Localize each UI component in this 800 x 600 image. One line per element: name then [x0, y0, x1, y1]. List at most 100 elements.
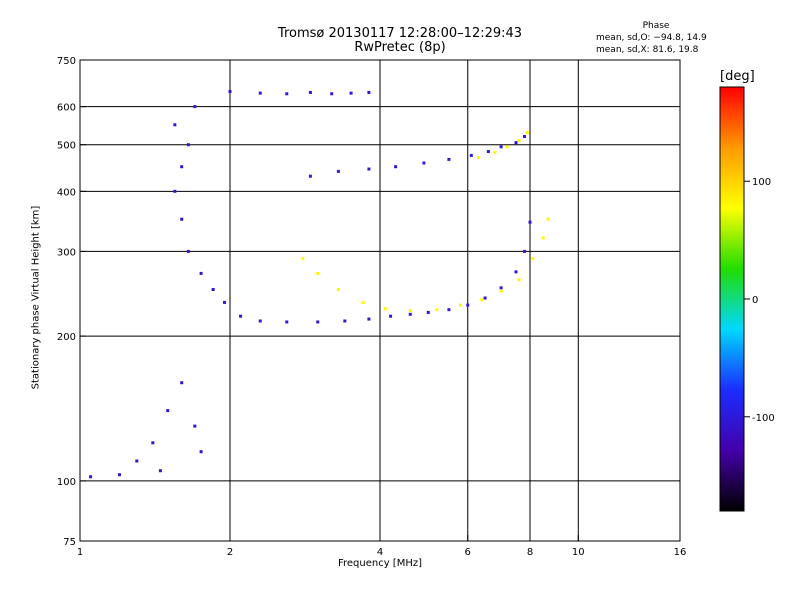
x-tick-label: 1	[77, 547, 83, 558]
data-point	[89, 475, 93, 479]
data-point	[135, 459, 139, 463]
data-point	[193, 424, 197, 428]
data-point	[517, 139, 521, 143]
data-point	[180, 217, 184, 221]
x-tick-label: 10	[572, 547, 585, 558]
x-tick-label: 2	[227, 547, 233, 558]
phase-stats-title: Phase	[642, 21, 670, 31]
data-point	[223, 300, 227, 304]
data-point	[330, 92, 334, 96]
data-point	[301, 256, 305, 260]
data-point	[186, 143, 190, 147]
data-point	[367, 90, 371, 94]
data-point	[285, 92, 289, 96]
data-point	[180, 381, 184, 385]
data-point	[383, 307, 387, 311]
data-point	[499, 289, 503, 293]
data-point	[426, 310, 430, 314]
chart-title: Tromsø 20130117 12:28:00–12:29:43	[277, 26, 523, 41]
y-tick-label: 400	[57, 187, 76, 198]
data-point	[447, 157, 451, 161]
axis-ticks: 1 2 4 6 8 10 16 75 100 200 300 400 500 600 750	[57, 56, 686, 558]
colorbar-tick-label: 0	[752, 295, 758, 306]
chart-subtitle: RwPretec (8p)	[354, 40, 446, 55]
data-point	[228, 90, 232, 94]
data-point	[211, 287, 215, 291]
data-point	[505, 145, 509, 149]
data-point	[336, 287, 340, 291]
data-point	[517, 278, 521, 282]
data-point	[361, 300, 365, 304]
data-point	[193, 105, 197, 109]
data-point	[422, 161, 426, 165]
data-point	[158, 469, 162, 473]
data-point	[394, 165, 398, 169]
phase-stats-o-mode: mean, sd,O: −94.8, 14.9	[596, 33, 707, 43]
data-point	[480, 298, 484, 302]
data-point	[166, 409, 170, 413]
data-point	[308, 90, 312, 94]
data-point	[343, 319, 347, 323]
data-points	[89, 90, 550, 479]
data-point	[499, 145, 503, 149]
y-tick-label: 100	[57, 477, 76, 488]
data-point	[525, 131, 529, 135]
data-point	[528, 220, 532, 224]
data-point	[173, 123, 177, 127]
data-point	[199, 271, 203, 275]
data-point	[316, 271, 320, 275]
colorbar-tick-label: -100	[752, 413, 775, 424]
data-point	[258, 319, 262, 323]
data-point	[408, 312, 412, 316]
x-tick-label: 4	[377, 547, 383, 558]
data-point	[239, 314, 243, 318]
data-point	[466, 303, 470, 307]
data-point	[336, 169, 340, 173]
y-tick-label: 200	[57, 332, 76, 343]
data-point	[531, 256, 535, 260]
data-point	[541, 236, 545, 240]
colorbar	[719, 86, 745, 512]
data-point	[493, 150, 497, 154]
data-point	[349, 91, 353, 95]
data-point	[523, 249, 527, 253]
phase-stats-x-mode: mean, sd,X: 81.6, 19.8	[596, 45, 699, 55]
data-point	[199, 450, 203, 454]
data-point	[173, 189, 177, 193]
data-point	[458, 303, 462, 307]
data-point	[435, 308, 439, 312]
data-point	[186, 249, 190, 253]
y-tick-label: 300	[57, 247, 76, 258]
data-point	[316, 320, 320, 324]
data-point	[117, 473, 121, 477]
data-point	[486, 149, 490, 153]
data-point	[367, 317, 371, 321]
data-point	[546, 217, 550, 221]
data-point	[367, 167, 371, 171]
data-point	[389, 314, 393, 318]
y-tick-label: 500	[57, 141, 76, 152]
x-axis-label: Frequency [MHz]	[337, 558, 423, 569]
data-point	[514, 270, 518, 274]
y-tick-label: 75	[63, 537, 76, 548]
data-point	[151, 441, 155, 445]
data-point	[258, 91, 262, 95]
data-point	[514, 141, 518, 145]
data-point	[469, 153, 473, 157]
data-point	[447, 308, 451, 312]
data-point	[476, 156, 480, 160]
data-point	[408, 309, 412, 313]
x-tick-label: 16	[674, 547, 687, 558]
data-point	[523, 135, 527, 139]
colorbar-ticks: 100 0 -100	[744, 177, 775, 424]
y-tick-label: 750	[57, 56, 76, 67]
x-tick-label: 8	[527, 547, 533, 558]
x-tick-label: 6	[465, 547, 471, 558]
y-tick-label: 600	[57, 103, 76, 114]
data-point	[180, 165, 184, 169]
colorbar-tick-label: 100	[752, 177, 771, 188]
data-point	[499, 286, 503, 290]
data-point	[285, 320, 289, 324]
data-point	[308, 174, 312, 178]
